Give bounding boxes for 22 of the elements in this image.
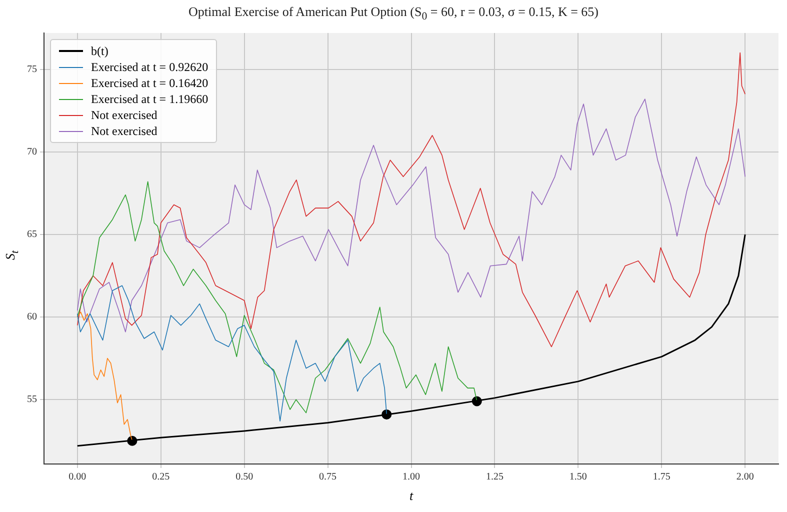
x-tick-label: 1.50: [569, 472, 587, 483]
y-tick-label: 60: [27, 312, 37, 323]
x-axis-title: t: [408, 488, 414, 504]
legend-label: Not exercised: [91, 124, 158, 138]
x-tick-label: 0.75: [319, 472, 337, 483]
x-tick-label: 0.00: [68, 472, 86, 483]
y-tick-label: 65: [27, 229, 37, 240]
legend-label: Exercised at t = 1.19660: [91, 92, 208, 106]
x-tick-label: 1.25: [486, 472, 504, 483]
legend-label: Exercised at t = 0.16420: [91, 76, 208, 90]
legend-label: Not exercised: [91, 108, 158, 122]
legend-label: Exercised at t = 0.92620: [91, 60, 208, 74]
chart-title: Optimal Exercise of American Put Option (S$_{0}$ = 60, r = 0.03, σ = 0.15, K = 65): [187, 4, 600, 23]
x-tick-label: 0.50: [236, 472, 254, 483]
x-tick-label: 2.00: [736, 472, 754, 483]
y-tick-label: 55: [27, 394, 37, 406]
y-tick-label: 70: [27, 146, 37, 158]
x-tick-label: 0.25: [152, 472, 170, 483]
y-tick-label: 75: [27, 64, 37, 75]
x-tick-label: 1.00: [402, 472, 420, 483]
x-tick-label: 1.75: [652, 472, 670, 483]
legend-label: b(t): [91, 44, 108, 58]
